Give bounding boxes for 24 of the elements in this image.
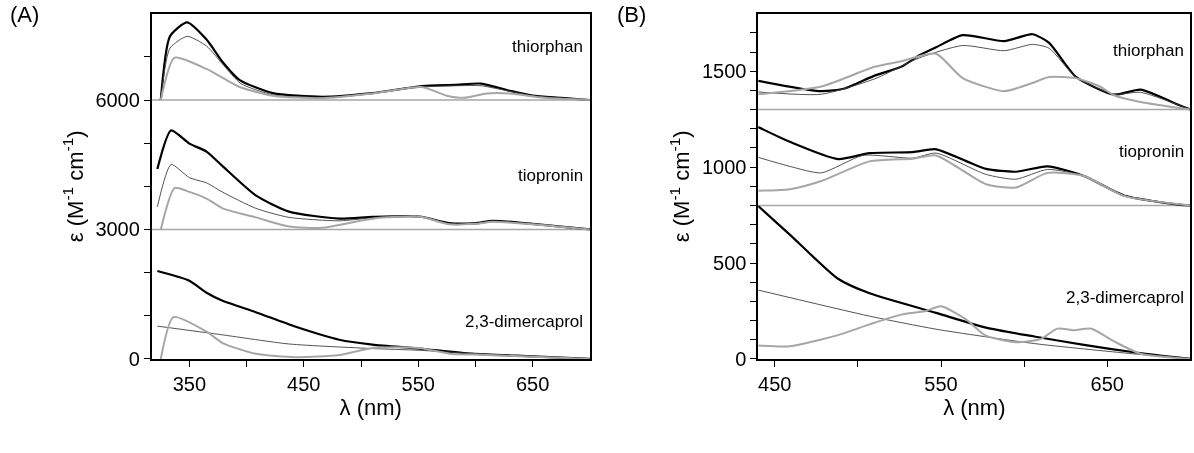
x-tick-label: 650 bbox=[1090, 372, 1124, 395]
annotation: 2,3-dimercaprol bbox=[1066, 288, 1185, 307]
annotation: 2,3-dimercaprol bbox=[465, 312, 584, 331]
annotation: thiorphan bbox=[512, 37, 583, 56]
y-tick-label: 3000 bbox=[95, 218, 140, 241]
y-tick-label: 500 bbox=[713, 252, 747, 275]
text: (A) bbox=[10, 2, 40, 27]
y-tick-label: 0 bbox=[735, 347, 747, 370]
text: (B) bbox=[617, 2, 647, 27]
x-tick-label: 450 bbox=[287, 372, 321, 395]
x-axis-title: λ (nm) bbox=[339, 394, 402, 420]
x-tick-label: 650 bbox=[515, 372, 550, 395]
x-tick-label: 550 bbox=[924, 372, 958, 395]
annotation: thiorphan bbox=[1113, 41, 1184, 60]
y-tick-label: 6000 bbox=[95, 89, 140, 111]
annotation: tiopronin bbox=[1119, 142, 1185, 161]
y-tick-label: 0 bbox=[128, 347, 140, 370]
x-tick-label: 550 bbox=[401, 372, 435, 395]
y-tick-label: 1500 bbox=[701, 60, 747, 83]
x-axis-title: λ (nm) bbox=[943, 394, 1006, 420]
x-tick-label: 450 bbox=[758, 372, 792, 395]
x-tick-label: 350 bbox=[172, 372, 207, 395]
annotation: tiopronin bbox=[518, 166, 584, 185]
y-tick-label: 1000 bbox=[701, 156, 747, 179]
